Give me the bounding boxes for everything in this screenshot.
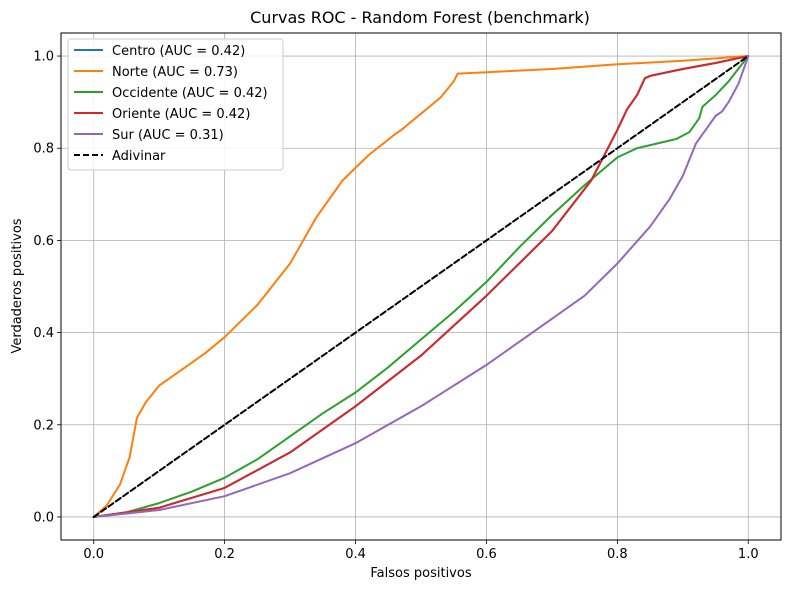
- series-line-norte: [92, 55, 750, 518]
- y-axis-label: Verdaderos positivos: [10, 218, 25, 353]
- plot-frame: [60, 32, 782, 541]
- series-line-occidente: [92, 55, 750, 518]
- y-tick-label: 1.0: [33, 50, 54, 65]
- y-tick-label: 0.8: [33, 142, 54, 157]
- y-tick-label: 0.4: [33, 326, 54, 341]
- series-line-oriente: [92, 55, 750, 518]
- legend-entry-oriente: Oriente (AUC = 0.42): [112, 107, 250, 122]
- legend-entry-centro: Centro (AUC = 0.42): [112, 44, 245, 59]
- x-tick-label: 0.4: [345, 547, 366, 562]
- y-tick-label: 0.2: [33, 418, 54, 433]
- legend: Centro (AUC = 0.42) Norte (AUC = 0.73) Occ…: [67, 38, 284, 171]
- y-tick-label: 0.0: [33, 510, 54, 525]
- chart-title: Curvas ROC - Random Forest (benchmark): [250, 8, 590, 27]
- series-line-adivinar: [92, 55, 750, 518]
- y-tick-label: 0.6: [33, 234, 54, 249]
- grid: [61, 33, 781, 540]
- legend-entry-norte: Norte (AUC = 0.73): [112, 65, 238, 80]
- x-tick-label: 0.6: [476, 547, 497, 562]
- legend-box: [67, 38, 284, 171]
- x-tick-label: 0.8: [607, 547, 628, 562]
- y-axis-ticks: 0.0 0.2 0.4 0.6 0.8 1.0: [33, 50, 61, 525]
- series-line-sur: [92, 55, 750, 518]
- series-lines: [92, 55, 750, 518]
- x-tick-label: 0.0: [83, 547, 104, 562]
- x-axis-label: Falsos positivos: [370, 566, 471, 581]
- x-tick-label: 1.0: [738, 547, 759, 562]
- legend-entry-sur: Sur (AUC = 0.31): [112, 128, 224, 143]
- legend-entry-occidente: Occidente (AUC = 0.42): [112, 86, 268, 101]
- x-tick-label: 0.2: [214, 547, 235, 562]
- legend-entry-adivinar: Adivinar: [112, 149, 166, 164]
- x-axis-ticks: 0.0 0.2 0.4 0.6 0.8 1.0: [83, 540, 759, 562]
